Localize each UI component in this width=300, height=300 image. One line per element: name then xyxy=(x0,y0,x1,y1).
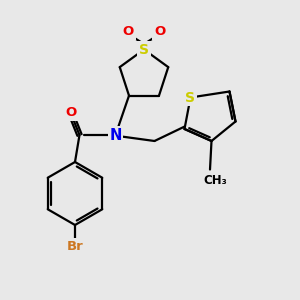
Text: CH₃: CH₃ xyxy=(203,174,227,188)
Text: Br: Br xyxy=(67,240,83,253)
Text: S: S xyxy=(185,91,196,104)
Text: S: S xyxy=(139,43,149,56)
Text: O: O xyxy=(65,106,76,119)
Text: N: N xyxy=(109,128,122,142)
Text: O: O xyxy=(154,25,165,38)
Text: O: O xyxy=(123,25,134,38)
